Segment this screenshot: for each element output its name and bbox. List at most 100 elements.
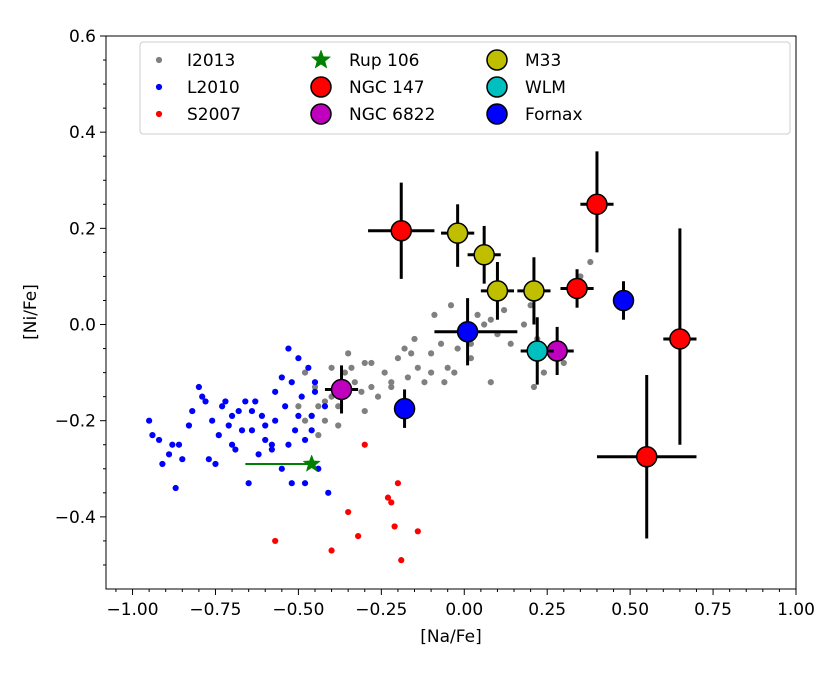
l2010-point [219,403,226,410]
y-tick-label: 0.0 [69,316,96,336]
i2013-point [507,340,514,347]
legend-box [139,41,791,135]
x-tick-label: −0.50 [272,600,324,620]
l2010-point [301,436,309,444]
l2010-point [255,451,262,458]
ngc-147-point [390,220,412,242]
l2010-point [245,480,252,487]
i2013-point [427,369,435,376]
l2010-point [202,398,209,405]
i2013-point [321,398,329,405]
s2007-point [394,480,402,487]
l2010-point [298,393,305,400]
l2010-point [222,398,229,405]
fornax-point [393,397,416,420]
l2010-point [295,355,302,362]
legend-label-fornax: Fornax [525,105,583,125]
legend-marker-wlm [486,76,508,98]
legend-label-rup-106: Rup 106 [349,51,419,71]
l2010-point [248,407,256,415]
i2013-point [381,369,388,376]
l2010-point [285,345,292,352]
y-tick-label: 0.2 [69,219,96,239]
m33-point [486,280,509,302]
i2013-point [481,321,488,328]
i2013-point [301,369,309,376]
i2013-point [368,383,375,391]
s2007-point [361,441,368,448]
l2010-point [225,422,232,429]
legend-label-l2010: L2010 [187,78,240,98]
i2013-point [295,403,302,410]
l2010-point [159,460,166,468]
i2013-point [560,359,567,367]
l2010-point [272,417,279,424]
legend-marker-s2007 [155,110,163,118]
l2010-point [268,441,275,448]
i2013-point [451,369,458,376]
i2013-point [530,383,538,391]
i2013-point [328,364,335,371]
l2010-point [165,451,173,458]
l2010-point [291,427,299,434]
i2013-point [321,417,329,424]
l2010-point [185,422,193,429]
i2013-point [411,335,418,343]
data-marks [146,151,697,564]
l2010-point [262,422,269,429]
i2013-point [301,417,309,424]
i2013-point [500,306,508,314]
i2013-point [408,350,415,357]
x-tick-label: 1.00 [777,600,815,620]
l2010-point [189,407,196,415]
l2010-point [195,383,202,391]
l2010-point [169,441,176,448]
l2010-point [308,427,315,434]
i2013-point [341,369,348,376]
fornax-point [612,289,635,312]
l2010-point [232,446,239,453]
m33-point [523,280,545,302]
l2010-point [311,388,319,395]
i2013-point [441,379,448,386]
s2007-point [328,547,335,554]
i2013-point [315,403,322,410]
x-tick-label: 0.25 [528,600,566,620]
i2013-point [361,359,368,367]
l2010-point [248,427,256,434]
legend-marker-l2010 [155,83,163,91]
fornax-point [456,320,479,343]
wlm-point [526,340,548,362]
l2010-point [199,393,206,400]
i2013-point [540,369,547,376]
i2013-point [351,379,358,386]
i2013-point [587,258,594,266]
l2010-point [268,446,275,453]
y-tick-label: 0.6 [69,27,96,47]
ngc-147-point [566,277,588,300]
i2013-point [487,316,494,323]
l2010-point [228,441,236,448]
legend-label-ngc-147: NGC 147 [349,78,425,98]
x-axis-label: [Na/Fe] [420,627,481,647]
i2013-point [361,407,368,415]
l2010-point [235,407,242,415]
i2013-point [520,321,528,328]
i2013-point [315,432,322,439]
i2013-point [335,422,342,429]
l2010-point [146,417,153,424]
y-axis-label: [Ni/Fe] [21,284,41,340]
legend-label-i2013: I2013 [187,51,235,71]
x-tick-label: −0.75 [189,600,241,620]
l2010-point [311,379,319,386]
x-tick-label: −1.00 [106,600,158,620]
i2013-point [404,374,411,381]
i2013-point [427,350,435,357]
s2007-point [384,494,392,501]
legend-marker-fornax [486,103,508,125]
l2010-point [295,412,302,419]
l2010-point [288,480,295,487]
i2013-point [431,311,438,319]
l2010-point [205,456,212,463]
l2010-point [278,465,285,472]
